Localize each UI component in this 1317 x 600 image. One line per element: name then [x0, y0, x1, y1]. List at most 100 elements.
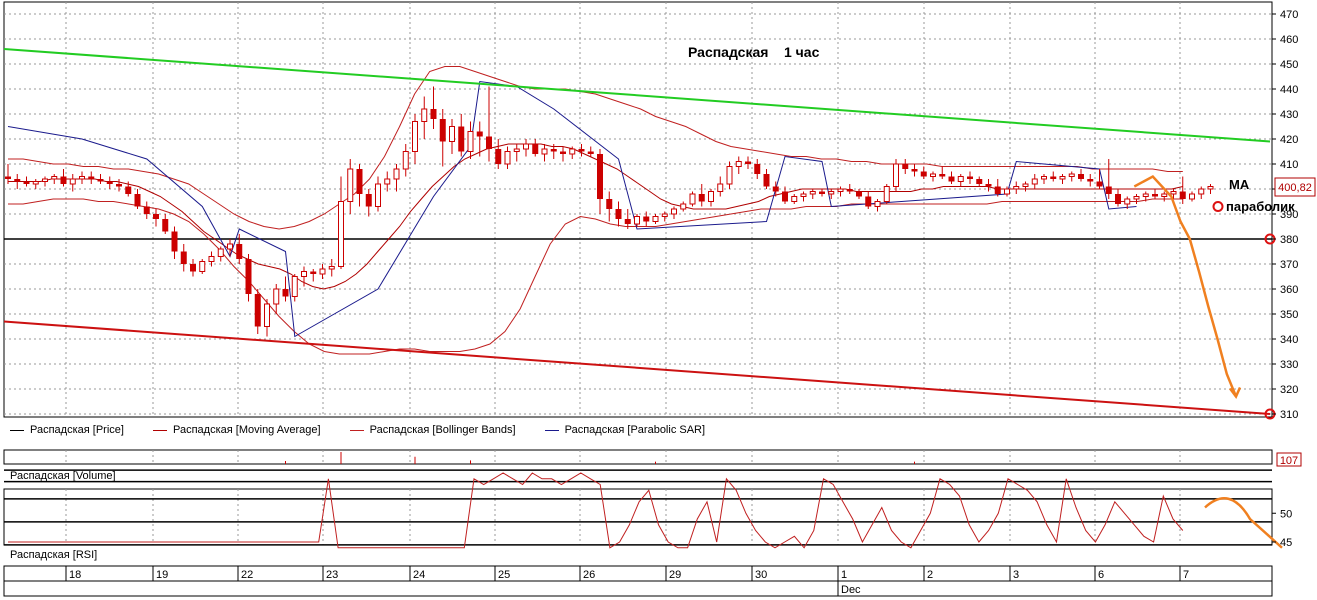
candle-body-down — [772, 186, 779, 192]
time-label: 18 — [69, 569, 81, 581]
legend-ma-label: Распадская [Moving Average] — [173, 424, 321, 436]
price-y-tick-label: 460 — [1280, 34, 1298, 46]
price-y-tick-label: 420 — [1280, 134, 1298, 146]
candle-body-up — [449, 126, 455, 142]
candle-body-up — [1124, 198, 1131, 205]
candle-body-down — [1152, 194, 1158, 197]
candle-body-down — [245, 259, 252, 294]
candle-body-up — [291, 276, 298, 297]
candle-body-up — [51, 176, 58, 180]
candle-body-down — [985, 184, 992, 187]
legend-parabolic-sar: Распадская [Parabolic SAR] — [544, 424, 705, 436]
candle-body-down — [1078, 174, 1084, 179]
resistance-trend-line — [3, 48, 1271, 143]
candle-body-up — [1198, 188, 1205, 195]
candle-body-up — [828, 191, 835, 195]
candle-body-down — [171, 231, 178, 252]
time-label: 23 — [326, 569, 338, 581]
time-label: 26 — [583, 569, 595, 581]
candle-body-down — [254, 294, 261, 327]
legend-price-label: Распадская [Price] — [30, 424, 124, 436]
candle-body-down — [754, 164, 761, 174]
bollinger-upper-line — [8, 66, 1183, 230]
candle-body-up — [1013, 186, 1020, 190]
price-y-tick-label: 360 — [1280, 284, 1298, 296]
legend-price-swatch — [10, 429, 24, 431]
rsi-y-tick-label: 50 — [1280, 508, 1292, 520]
candle-body-down — [819, 191, 825, 194]
candle-body-up — [1161, 193, 1168, 197]
candle-body-down — [1087, 179, 1094, 182]
candle-body-down — [125, 186, 132, 194]
volume-legend: Распадская [Volume] — [10, 470, 116, 482]
candle-body-up — [735, 161, 742, 167]
candle-body-down — [134, 194, 141, 207]
candle-body-up — [217, 248, 224, 257]
candle-body-down — [430, 109, 437, 119]
candle-body-up — [347, 168, 354, 202]
price-y-tick-label: 330 — [1280, 359, 1298, 371]
forecast-arrow — [1133, 174, 1276, 420]
volume-grid — [65, 450, 1181, 464]
legend-bollinger-swatch — [349, 429, 364, 431]
time-axis: 18 19 22 23 24 25 26 29 30 1 2 3 6 7 Dec — [3, 565, 1273, 597]
candle-body-down — [560, 151, 566, 154]
last-price-box — [1274, 177, 1316, 197]
candle-body-down — [1105, 186, 1112, 194]
candle-body-down — [948, 176, 955, 182]
candle-body-up — [69, 178, 76, 185]
volume-last-box — [1276, 452, 1302, 467]
chart-title: Распадская 1 час — [688, 44, 820, 60]
candle-body-up — [671, 208, 677, 215]
candle-body-down — [116, 184, 122, 187]
candle-body-up — [930, 173, 936, 177]
last-price-label: 400,82 — [1278, 182, 1312, 194]
candle-body-down — [865, 196, 872, 207]
candle-body-up — [402, 151, 409, 170]
candle-body-up — [957, 176, 964, 182]
candle-body-up — [1059, 176, 1066, 180]
candle-body-up — [32, 181, 39, 185]
candle-body-up — [504, 151, 511, 165]
candle-body-up — [1068, 173, 1075, 177]
candle-body-down — [5, 176, 11, 179]
candle-body-down — [106, 181, 113, 184]
candle-body-up — [541, 148, 548, 155]
forecast-arrowhead — [1229, 386, 1242, 399]
price-panel: 3103203303403503603703803904004104204304… — [3, 1, 1316, 421]
candle-body-up — [1142, 193, 1149, 197]
candle-body-down — [745, 161, 751, 164]
candle-body-up — [1031, 178, 1038, 185]
rsi-panel: 45 50 — [3, 469, 1292, 549]
candle-body-up — [328, 266, 335, 270]
price-y-tick-label: 320 — [1280, 384, 1298, 396]
candle-body-down — [597, 154, 603, 199]
candle-body-down — [476, 131, 483, 137]
candle-body-down — [190, 264, 196, 272]
candle-body-up — [393, 168, 400, 180]
candle-body-up — [1207, 186, 1214, 190]
candle-body-up — [338, 201, 344, 267]
rsi-panel-frame — [3, 488, 1273, 546]
candle-body-down — [920, 171, 927, 177]
time-labels: 18 19 22 23 24 25 26 29 30 1 2 3 6 7 — [65, 566, 1189, 581]
time-label: 19 — [156, 569, 168, 581]
candle-body-up — [319, 268, 326, 275]
price-y-tick-label: 430 — [1280, 109, 1298, 121]
candle-body-down — [180, 251, 187, 264]
candle-body-up — [883, 186, 890, 202]
price-y-axis: 3103203303403503603703803904004104204304… — [1272, 9, 1298, 421]
rsi-grid — [65, 489, 1181, 545]
candle-body-down — [902, 164, 909, 169]
candle-body-down — [1115, 194, 1121, 204]
candle-body-up — [661, 213, 668, 217]
price-panel-frame — [3, 1, 1273, 418]
candle-body-down — [143, 206, 150, 214]
legend-sar-swatch — [544, 429, 559, 431]
forecast-path — [1133, 174, 1238, 397]
candle-body-up — [569, 148, 576, 155]
forecast-marker — [1212, 201, 1224, 212]
candle-body-down — [162, 219, 169, 232]
candle-body-down — [439, 119, 446, 142]
candle-body-down — [763, 174, 770, 187]
